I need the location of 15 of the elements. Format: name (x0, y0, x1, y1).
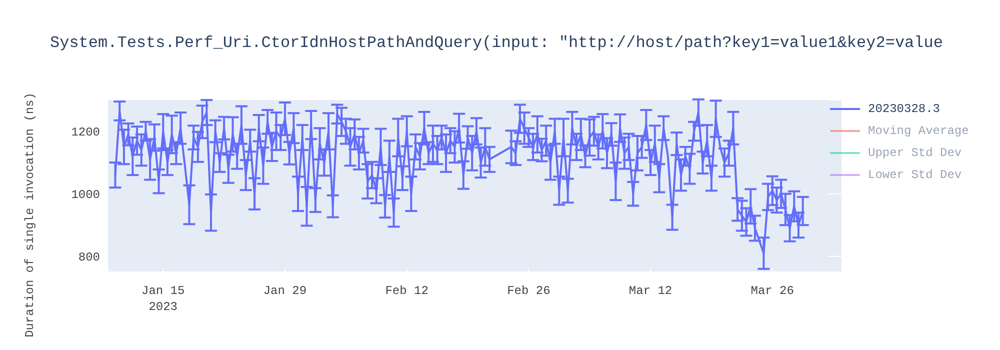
x-tick-label: Feb 26 (507, 284, 550, 298)
legend-label: Upper Std Dev (868, 146, 962, 160)
x-tick-label: Jan 15 2023 (142, 284, 185, 314)
y-axis-title: Duration of single invocation (ns) (23, 92, 37, 340)
x-tick-label: Jan 29 (263, 284, 307, 298)
y-tick-label: 1000 (71, 188, 100, 202)
x-tick-label: Feb 12 (385, 284, 428, 298)
x-tick-label: Mar 12 (628, 284, 672, 298)
legend-label: Moving Average (868, 124, 969, 138)
chart-title: System.Tests.Perf_Uri.CtorIdnHostPathAndQuery(input: "http://host/path?key1=value1&key2=value (50, 34, 943, 52)
x-tick-label: Mar 26 (750, 284, 794, 298)
y-tick-label: 800 (78, 250, 100, 265)
legend-label: 20230328.3 (868, 102, 940, 116)
y-tick-label: 1200 (71, 126, 100, 140)
legend-label: Lower Std Dev (868, 168, 962, 182)
